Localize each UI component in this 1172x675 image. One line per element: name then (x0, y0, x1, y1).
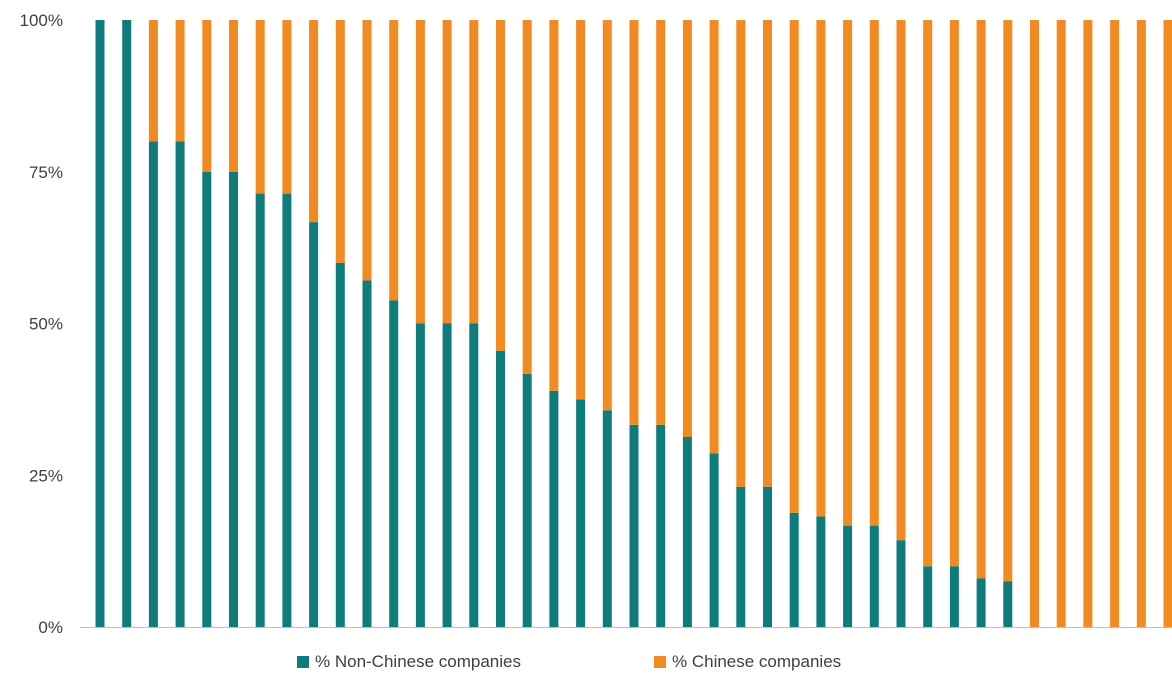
bar-segment-chinese (1136, 20, 1146, 627)
bar-segment-non-chinese (549, 390, 559, 627)
bar-segment-chinese (229, 20, 238, 172)
bars-group (95, 20, 1172, 628)
bar-segment-chinese (1110, 20, 1120, 627)
y-tick-label: 50% (29, 315, 63, 334)
bar-segment-chinese (549, 20, 559, 391)
bar-segment-non-chinese (656, 424, 666, 627)
bar-segment-chinese (976, 20, 986, 579)
bar-segment-chinese (602, 20, 612, 411)
bar-segment-non-chinese (362, 280, 372, 627)
bar-segment-non-chinese (282, 193, 292, 627)
y-tick-label: 75% (29, 163, 63, 182)
bar-segment-chinese (763, 20, 772, 487)
chart-plot-area: 0% 25% 50% 75% 100% (20, 11, 1172, 637)
bar-segment-chinese (362, 20, 372, 281)
bar-segment-chinese (175, 20, 185, 142)
bar-segment-non-chinese (682, 437, 692, 627)
bar-segment-non-chinese (629, 424, 639, 627)
bar-segment-non-chinese (496, 350, 505, 627)
bar-segment-chinese (1056, 20, 1066, 627)
bar-segment-chinese (682, 20, 692, 438)
bar-segment-non-chinese (202, 171, 212, 627)
legend-label-non-chinese: % Non-Chinese companies (315, 652, 521, 671)
bar-segment-chinese (843, 20, 853, 526)
bar-segment-chinese (789, 20, 799, 513)
bar-segment-non-chinese (255, 193, 265, 627)
bar-segment-chinese (202, 20, 212, 172)
bar-segment-chinese (816, 20, 826, 517)
bar-segment-non-chinese (469, 323, 479, 627)
bar-segment-non-chinese (415, 323, 425, 627)
bar-segment-non-chinese (976, 578, 986, 627)
bar-segment-chinese (442, 20, 452, 324)
bar-segment-chinese (1003, 20, 1013, 582)
bar-segment-chinese (629, 20, 639, 425)
bar-segment-chinese (576, 20, 586, 400)
bar-segment-chinese (656, 20, 666, 425)
bar-segment-non-chinese (576, 399, 586, 628)
legend-swatch-chinese (654, 656, 666, 668)
bar-segment-non-chinese (95, 20, 105, 627)
bar-segment-non-chinese (122, 20, 132, 627)
bar-segment-chinese (148, 20, 158, 142)
bar-segment-non-chinese (1003, 581, 1013, 627)
bar-segment-non-chinese (309, 222, 319, 627)
bar-segment-non-chinese (949, 566, 959, 627)
bar-segment-chinese (389, 20, 399, 301)
bar-segment-chinese (255, 20, 265, 194)
bar-segment-chinese (896, 20, 906, 541)
bar-segment-non-chinese (522, 373, 532, 627)
bar-segment-non-chinese (335, 262, 345, 627)
bar-segment-chinese (709, 20, 719, 454)
bar-segment-non-chinese (789, 512, 799, 627)
legend: % Non-Chinese companies % Chinese compan… (0, 652, 1172, 675)
y-tick-label: 0% (38, 618, 63, 637)
bar-segment-chinese (309, 20, 319, 223)
legend-label-chinese: % Chinese companies (672, 652, 842, 671)
bar-segment-chinese (522, 20, 532, 374)
legend-item-chinese: % Chinese companies (654, 652, 841, 672)
bar-segment-chinese (282, 20, 292, 194)
bar-segment-non-chinese (736, 486, 746, 627)
bar-segment-chinese (923, 20, 933, 567)
bar-segment-chinese (469, 20, 479, 324)
bar-segment-non-chinese (923, 566, 933, 627)
bar-segment-non-chinese (869, 525, 879, 627)
bar-segment-chinese (1163, 20, 1172, 627)
bar-segment-chinese (736, 20, 746, 487)
y-tick-label: 100% (20, 11, 63, 30)
y-tick-label: 25% (29, 466, 63, 485)
bar-segment-chinese (415, 20, 425, 324)
bar-segment-non-chinese (602, 410, 612, 627)
bar-segment-chinese (949, 20, 959, 567)
bar-segment-non-chinese (175, 141, 185, 627)
bar-segment-chinese (1083, 20, 1093, 627)
bar-segment-chinese (335, 20, 345, 263)
bar-segment-non-chinese (229, 171, 238, 627)
bar-segment-non-chinese (148, 141, 158, 627)
bar-segment-chinese (496, 20, 505, 351)
bar-segment-non-chinese (896, 540, 906, 627)
bar-segment-non-chinese (843, 525, 853, 627)
bar-segment-non-chinese (442, 323, 452, 627)
bar-segment-chinese (869, 20, 879, 526)
legend-item-non-chinese: % Non-Chinese companies (297, 652, 521, 672)
bar-segment-non-chinese (763, 486, 772, 627)
bar-segment-non-chinese (816, 516, 826, 627)
legend-swatch-non-chinese (297, 656, 309, 668)
bar-segment-non-chinese (709, 453, 719, 627)
bar-segment-non-chinese (389, 300, 399, 627)
bar-segment-chinese (1030, 20, 1039, 627)
y-axis-ticks: 0% 25% 50% 75% 100% (20, 11, 63, 637)
